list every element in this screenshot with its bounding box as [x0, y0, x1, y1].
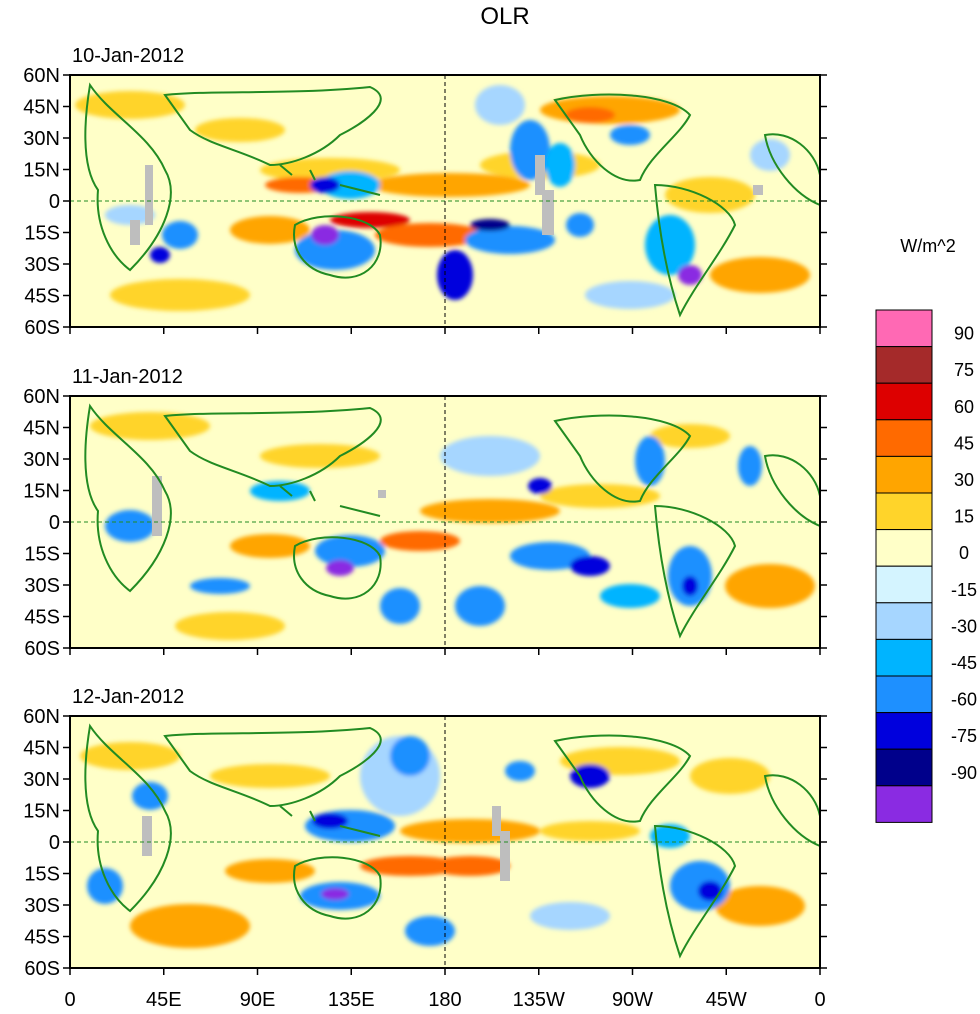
olr-anomaly-field — [84, 403, 821, 640]
lon-label: 180 — [428, 989, 461, 1011]
colorbar-label: -15 — [951, 580, 977, 600]
colorbar-box — [875, 529, 933, 567]
colorbar-box — [875, 565, 933, 604]
lat-label: 15N — [23, 481, 60, 503]
lat-label: 0 — [49, 832, 60, 854]
colorbar-box — [875, 638, 933, 677]
coastlines — [84, 403, 821, 639]
coastlines — [84, 82, 821, 318]
map-axes: 60N 45N 30N 15N 0 15S 30S 45S 60S 60N 45N 30N 15N 0 15… — [23, 65, 827, 1011]
map-panel-2 — [69, 395, 821, 649]
lat-label: 30S — [24, 254, 60, 276]
colorbar-label: 45 — [954, 433, 974, 453]
lon-label: 90E — [240, 989, 276, 1011]
colorbar-label: 0 — [959, 543, 969, 563]
olr-anomaly-field — [80, 723, 821, 959]
colorbar-label: 75 — [954, 360, 974, 380]
colorbar-box — [875, 748, 933, 787]
lat-label: 60N — [23, 706, 60, 728]
lat-label: 60S — [24, 638, 60, 660]
lat-label: 60S — [24, 317, 60, 339]
lon-label: 135E — [328, 989, 375, 1011]
lon-label: 135W — [513, 989, 565, 1011]
colorbar-box — [875, 712, 933, 750]
lat-label: 15S — [24, 223, 60, 245]
lat-label: 30N — [23, 449, 60, 471]
colorbar-box — [875, 382, 933, 421]
field-layer — [75, 85, 810, 311]
lon-label: 0 — [64, 989, 75, 1011]
lat-label: 45N — [23, 97, 60, 119]
lat-label: 60S — [24, 958, 60, 980]
lat-label: 45S — [24, 927, 60, 949]
field-layer — [80, 736, 805, 948]
colorbar-box — [875, 346, 933, 384]
colorbar-box — [875, 309, 933, 348]
colorbar-box — [875, 602, 933, 640]
field-layer — [90, 412, 815, 640]
lat-label: 0 — [49, 512, 60, 534]
colorbar-label: -90 — [951, 763, 977, 783]
lat-label: 30S — [24, 895, 60, 917]
map-panel-1 — [69, 74, 821, 328]
lat-label: 15N — [23, 160, 60, 182]
lat-label: 45N — [23, 738, 60, 760]
panel-3-date: 12-Jan-2012 — [72, 686, 184, 708]
figure-title: OLR — [480, 3, 529, 30]
olr-anomaly-field — [75, 82, 821, 318]
colorbar: 90 75 60 45 30 15 0 -15 -30 -45 -60 -75 -90 — [875, 309, 977, 823]
colorbar-units: W/m^2 — [900, 236, 955, 256]
lat-label: 45S — [24, 607, 60, 629]
lon-label: 45E — [146, 989, 182, 1011]
map-panel-3 — [69, 715, 821, 969]
lat-label: 30S — [24, 575, 60, 597]
panel-1-date: 10-Jan-2012 — [72, 45, 184, 67]
lat-label: 60N — [23, 65, 60, 87]
lon-label: 90W — [612, 989, 653, 1011]
lat-label: 30N — [23, 769, 60, 791]
colorbar-label: -60 — [951, 690, 977, 710]
panel-2-date: 11-Jan-2012 — [72, 366, 183, 388]
colorbar-box — [875, 419, 933, 457]
colorbar-box — [875, 455, 933, 494]
lon-label: 0 — [814, 989, 825, 1011]
missing-data — [142, 806, 510, 881]
lat-label: 45N — [23, 418, 60, 440]
lon-label: 45W — [706, 989, 747, 1011]
lat-label: 60N — [23, 386, 60, 408]
lat-label: 45S — [24, 286, 60, 308]
lat-label: 15S — [24, 544, 60, 566]
colorbar-label: -30 — [951, 616, 977, 636]
colorbar-label: -75 — [951, 726, 977, 746]
lat-label: 30N — [23, 128, 60, 150]
colorbar-label: 15 — [954, 507, 974, 527]
lat-label: 15N — [23, 801, 60, 823]
lat-label: 0 — [49, 191, 60, 213]
colorbar-box — [875, 785, 933, 823]
missing-data — [152, 476, 386, 536]
colorbar-label: 60 — [954, 397, 974, 417]
lat-label: 15S — [24, 864, 60, 886]
missing-data — [130, 155, 763, 245]
colorbar-box — [875, 675, 933, 714]
colorbar-label: 30 — [954, 470, 974, 490]
colorbar-label: -45 — [951, 653, 977, 673]
colorbar-box — [875, 492, 933, 531]
colorbar-label: 90 — [954, 324, 974, 344]
